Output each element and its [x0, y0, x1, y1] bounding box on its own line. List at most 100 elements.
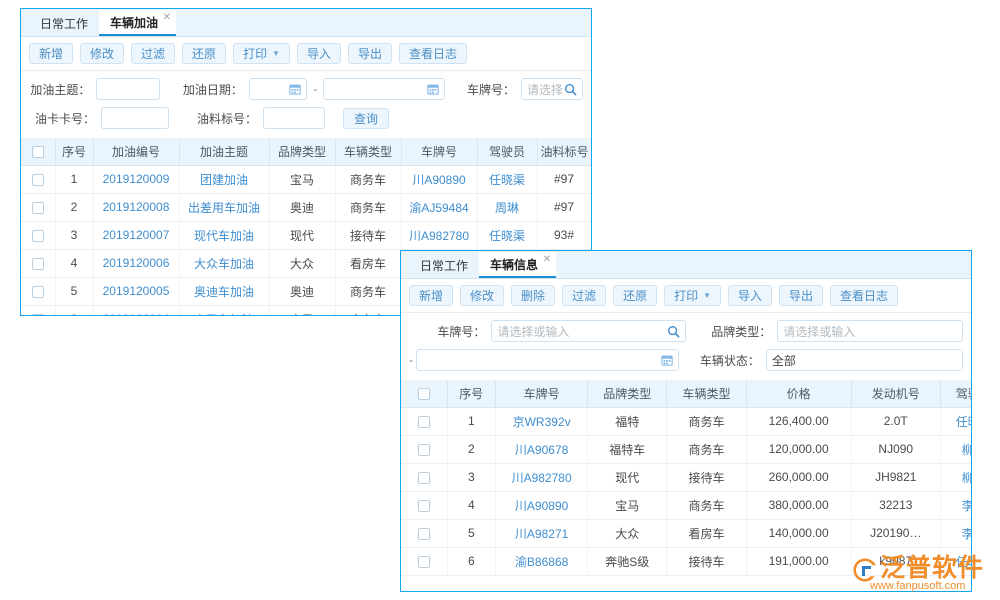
table-row[interactable]: 2 川A90678 福特车 商务车 120,000.00 NJ090 柳琳 调度… — [401, 435, 971, 464]
row-checkbox-cell[interactable] — [21, 277, 56, 306]
filter-button-w1[interactable]: 过滤 — [131, 43, 176, 64]
row-checkbox-cell[interactable] — [401, 463, 448, 492]
row-checkbox[interactable] — [417, 527, 430, 540]
col-plate-w2[interactable]: 车牌号 — [495, 380, 589, 408]
col-brand-type-w2[interactable]: 品牌类型 — [587, 380, 668, 408]
cell-driver[interactable]: 任晓渠 — [940, 407, 971, 436]
refuel-theme-input[interactable] — [96, 78, 161, 100]
cell-refuel-theme[interactable]: 团建加油 — [179, 165, 270, 194]
tab-close-icon[interactable]: ✕ — [162, 12, 172, 23]
fuel-card-input[interactable] — [101, 107, 169, 129]
search-icon[interactable] — [564, 83, 577, 96]
col-driver-w2[interactable]: 驾驶员 — [940, 380, 971, 408]
cell-plate[interactable]: 川A982780 — [401, 221, 478, 250]
view-log-button-w1[interactable]: 查看日志 — [399, 43, 468, 64]
cell-plate[interactable]: 川A98271 — [495, 519, 589, 548]
row-checkbox[interactable] — [417, 499, 430, 512]
tab-vehicle-refuel[interactable]: 车辆加油 ✕ — [99, 10, 177, 36]
date-input-w2[interactable] — [416, 349, 679, 371]
add-button-w2[interactable]: 新增 — [409, 285, 454, 306]
tab-daily-work-w1[interactable]: 日常工作 — [29, 10, 99, 36]
brand-type-input-w2[interactable]: 请选择或输入 — [777, 320, 963, 342]
cell-plate[interactable]: 渝AJ59484 — [401, 193, 478, 222]
add-button-w1[interactable]: 新增 — [29, 43, 74, 64]
table-row[interactable]: 6 渝B86868 奔驰S级 接待车 191,000.00 k9087 任晓渠 … — [401, 547, 971, 576]
col-vehicle-type-w2[interactable]: 车辆类型 — [666, 380, 747, 408]
col-fuel-grade-w1[interactable]: 油料标号 — [537, 138, 591, 166]
cell-refuel-code[interactable]: 2019120004 — [93, 305, 180, 315]
import-button-w1[interactable]: 导入 — [297, 43, 342, 64]
cell-refuel-theme[interactable]: 出差用车加油 — [179, 193, 270, 222]
col-plate-w1[interactable]: 车牌号 — [401, 138, 478, 166]
col-price[interactable]: 价格 — [746, 380, 852, 408]
table-row[interactable]: 4 川A90890 宝马 商务车 380,000.00 32213 李华 维修中… — [401, 491, 971, 520]
delete-button-w2[interactable]: 删除 — [511, 285, 556, 306]
row-checkbox-cell[interactable] — [401, 435, 448, 464]
row-checkbox-cell[interactable] — [21, 221, 56, 250]
edit-button-w1[interactable]: 修改 — [80, 43, 125, 64]
tab-close-icon[interactable]: ✕ — [542, 254, 552, 265]
cell-plate[interactable]: 川A982780 — [495, 463, 589, 492]
search-icon[interactable] — [667, 325, 680, 338]
row-checkbox-cell[interactable] — [401, 407, 448, 436]
cell-plate[interactable]: 京WR392v — [495, 407, 589, 436]
row-checkbox[interactable] — [31, 229, 44, 242]
row-checkbox[interactable] — [31, 257, 44, 270]
select-all-checkbox-w2[interactable] — [417, 388, 430, 401]
cell-plate[interactable]: 川A90890 — [401, 165, 478, 194]
table-row[interactable]: 1 2019120009 团建加油 宝马 商务车 川A90890 任晓渠 #97 — [21, 165, 591, 194]
row-checkbox-cell[interactable] — [401, 547, 448, 576]
col-engine-number[interactable]: 发动机号 — [851, 380, 942, 408]
export-button-w2[interactable]: 导出 — [779, 285, 824, 306]
row-checkbox-cell[interactable] — [21, 193, 56, 222]
row-checkbox[interactable] — [417, 415, 430, 428]
cell-plate[interactable]: 川A90890 — [495, 491, 589, 520]
col-index-w1[interactable]: 序号 — [55, 138, 94, 166]
vehicle-status-select-w2[interactable]: 全部 — [765, 349, 963, 371]
refuel-date-to-input[interactable] — [323, 78, 445, 100]
table-row[interactable]: 3 2019120007 现代车加油 现代 接待车 川A982780 任晓渠 9… — [21, 221, 591, 250]
row-checkbox[interactable] — [31, 285, 44, 298]
cell-driver[interactable]: 任晓渠 — [477, 165, 538, 194]
cell-refuel-theme[interactable]: 现代车加油 — [179, 221, 270, 250]
cell-driver[interactable]: 李华 — [940, 491, 971, 520]
row-checkbox-cell[interactable] — [401, 519, 448, 548]
cell-driver[interactable]: 任晓渠 — [477, 221, 538, 250]
row-checkbox-cell[interactable] — [21, 165, 56, 194]
col-refuel-code[interactable]: 加油编号 — [93, 138, 180, 166]
refuel-date-from-input[interactable] — [248, 78, 308, 100]
row-checkbox[interactable] — [417, 471, 430, 484]
row-checkbox-cell[interactable] — [21, 305, 56, 315]
cell-refuel-code[interactable]: 2019120007 — [93, 221, 180, 250]
cell-driver[interactable]: 柳琳 — [940, 463, 971, 492]
col-vehicle-type-w1[interactable]: 车辆类型 — [335, 138, 402, 166]
export-button-w1[interactable]: 导出 — [348, 43, 393, 64]
calendar-icon[interactable] — [660, 354, 673, 366]
cell-driver[interactable]: 任晓渠 — [940, 547, 971, 576]
restore-button-w2[interactable]: 还原 — [613, 285, 658, 306]
import-button-w2[interactable]: 导入 — [728, 285, 773, 306]
cell-driver[interactable]: 周琳 — [477, 193, 538, 222]
tab-daily-work-w2[interactable]: 日常工作 — [409, 252, 479, 278]
row-checkbox[interactable] — [417, 555, 430, 568]
restore-button-w1[interactable]: 还原 — [182, 43, 227, 64]
table-row[interactable]: 1 京WR392v 福特 商务车 126,400.00 2.0T 任晓渠 维修中 — [401, 407, 971, 436]
cell-refuel-code[interactable]: 2019120008 — [93, 193, 180, 222]
cell-refuel-theme[interactable]: 奥迪车加油 — [179, 277, 270, 306]
cell-driver[interactable]: 李华 — [940, 519, 971, 548]
select-all-checkbox-w1[interactable] — [31, 146, 44, 159]
col-refuel-theme[interactable]: 加油主题 — [179, 138, 270, 166]
cell-plate[interactable]: 渝B86868 — [495, 547, 589, 576]
row-checkbox[interactable] — [31, 313, 44, 315]
row-checkbox-cell[interactable] — [21, 249, 56, 278]
cell-plate[interactable]: 川A90678 — [495, 435, 589, 464]
select-all-header-w1[interactable] — [21, 138, 56, 166]
col-index-w2[interactable]: 序号 — [447, 380, 497, 408]
row-checkbox[interactable] — [417, 443, 430, 456]
row-checkbox-cell[interactable] — [401, 491, 448, 520]
select-all-header-w2[interactable] — [401, 380, 448, 408]
cell-refuel-code[interactable]: 2019120009 — [93, 165, 180, 194]
cell-refuel-code[interactable]: 2019120006 — [93, 249, 180, 278]
plate-number-input-w2[interactable]: 请选择或输入 — [491, 320, 686, 342]
view-log-button-w2[interactable]: 查看日志 — [830, 285, 899, 306]
